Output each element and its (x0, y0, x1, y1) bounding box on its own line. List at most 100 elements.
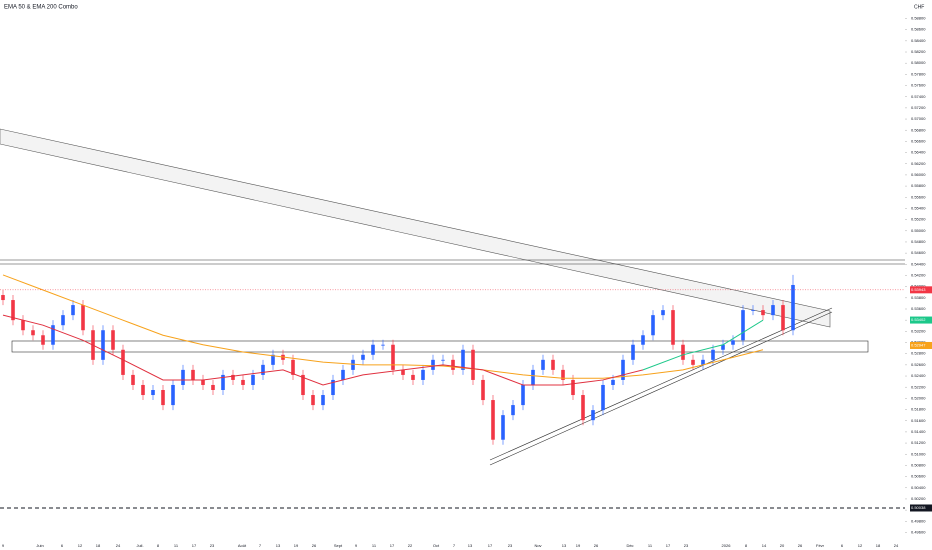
y-tick-label: 0.51200 (911, 440, 926, 445)
candle-body (141, 384, 145, 396)
price-label: 0.52947 (911, 343, 926, 348)
candle-body (381, 344, 385, 346)
candle-body (531, 369, 535, 385)
candle-body (391, 344, 395, 370)
y-tick-label: 0.51000 (911, 451, 926, 456)
candle-body (321, 395, 325, 406)
y-tick-label: 0.57800 (911, 71, 926, 76)
candle-body (331, 379, 335, 396)
candle-body (271, 354, 275, 365)
candle-body (761, 310, 765, 316)
candle-body (151, 390, 155, 396)
candle-body (51, 325, 55, 345)
candle-body (461, 349, 465, 370)
candle-body (81, 305, 85, 331)
x-tick-label: 13 (468, 543, 473, 548)
candle-body (241, 379, 245, 385)
drawings (0, 128, 905, 509)
x-tick-label: 11 (648, 543, 653, 548)
candle-body (481, 379, 485, 401)
candle-body (71, 305, 75, 316)
candle-body (231, 374, 235, 380)
y-tick-label: 0.56800 (911, 127, 926, 132)
y-tick-label: 0.52800 (911, 351, 926, 356)
descending-channel (0, 128, 831, 328)
y-tick-label: 0.57600 (911, 83, 926, 88)
candle-body (341, 369, 345, 380)
candle-body (361, 354, 365, 360)
candle-body (501, 415, 505, 440)
candle-body (121, 349, 125, 375)
y-tick-label: 0.58600 (911, 27, 926, 32)
candle-body (601, 384, 605, 411)
x-tick-label: 7 (453, 543, 456, 548)
x-tick-label: 12 (78, 543, 83, 548)
x-tick-label: 2026 (722, 543, 732, 548)
x-tick-label: Oct (433, 543, 440, 548)
x-tick-label: 22 (408, 543, 413, 548)
candle-body (131, 374, 135, 385)
price-label-box (910, 286, 932, 294)
candle-body (631, 344, 635, 360)
x-tick-label: Nov (534, 543, 541, 548)
x-tick-label: 11 (372, 543, 377, 548)
y-tick-label: 0.56200 (911, 161, 926, 166)
candle-body (31, 330, 35, 336)
candle-body (591, 410, 595, 421)
x-tick-label: 13 (562, 543, 567, 548)
candle-body (791, 284, 795, 331)
candle-body (711, 349, 715, 360)
candle-body (311, 395, 315, 406)
candle-body (741, 310, 745, 341)
candle-body (201, 379, 205, 385)
y-tick-label: 0.52200 (911, 384, 926, 389)
x-tick-label: 6 (841, 543, 844, 548)
x-tick-label: 12 (858, 543, 863, 548)
candle-body (441, 359, 445, 361)
candle-body (521, 384, 525, 406)
chart-title: EMA 50 & EMA 200 Combo (4, 5, 78, 11)
x-tick-label: 26 (594, 543, 599, 548)
price-label-box (910, 504, 932, 512)
x-tick-label: 17 (390, 543, 395, 548)
y-tick-label: 0.51600 (911, 418, 926, 423)
candle-body (1, 295, 5, 301)
price-label-box (910, 316, 932, 324)
x-tick-label: 26 (312, 543, 317, 548)
x-tick-label: Août (238, 543, 247, 548)
candle-body (511, 405, 515, 416)
candle-body (421, 369, 425, 380)
candle-body (171, 384, 175, 406)
candle-body (641, 335, 645, 345)
x-tick-label: 18 (96, 543, 101, 548)
price-label: 0.53943 (911, 287, 926, 292)
candle-body (471, 349, 475, 380)
candle-body (721, 344, 725, 350)
x-tick-label: 7 (259, 543, 262, 548)
candle-body (111, 330, 115, 350)
y-tick-label: 0.52400 (911, 373, 926, 378)
candle-body (621, 359, 625, 380)
price-label: 0.50038 (911, 505, 926, 510)
ascending-trendline (489, 307, 833, 461)
candle-body (161, 390, 165, 406)
y-tick-label: 0.53600 (911, 306, 926, 311)
candle-body (751, 310, 755, 311)
x-tick-label: 23 (508, 543, 513, 548)
candle-body (291, 359, 295, 375)
y-tick-label: 0.58400 (911, 38, 926, 43)
y-tick-label: 0.50800 (911, 462, 926, 467)
candle-body (261, 364, 265, 375)
candle-body (571, 379, 575, 396)
x-tick-label: 14 (762, 543, 767, 548)
candle-body (581, 395, 585, 421)
y-tick-label: 0.54800 (911, 239, 926, 244)
ema-line (2, 274, 764, 379)
y-tick-label: 0.51800 (911, 407, 926, 412)
candle-body (211, 384, 215, 390)
x-tick-label: 9 (355, 543, 358, 548)
x-tick-label: 17 (666, 543, 671, 548)
y-tick-label: 0.52600 (911, 362, 926, 367)
y-tick-label: 0.55000 (911, 228, 926, 233)
